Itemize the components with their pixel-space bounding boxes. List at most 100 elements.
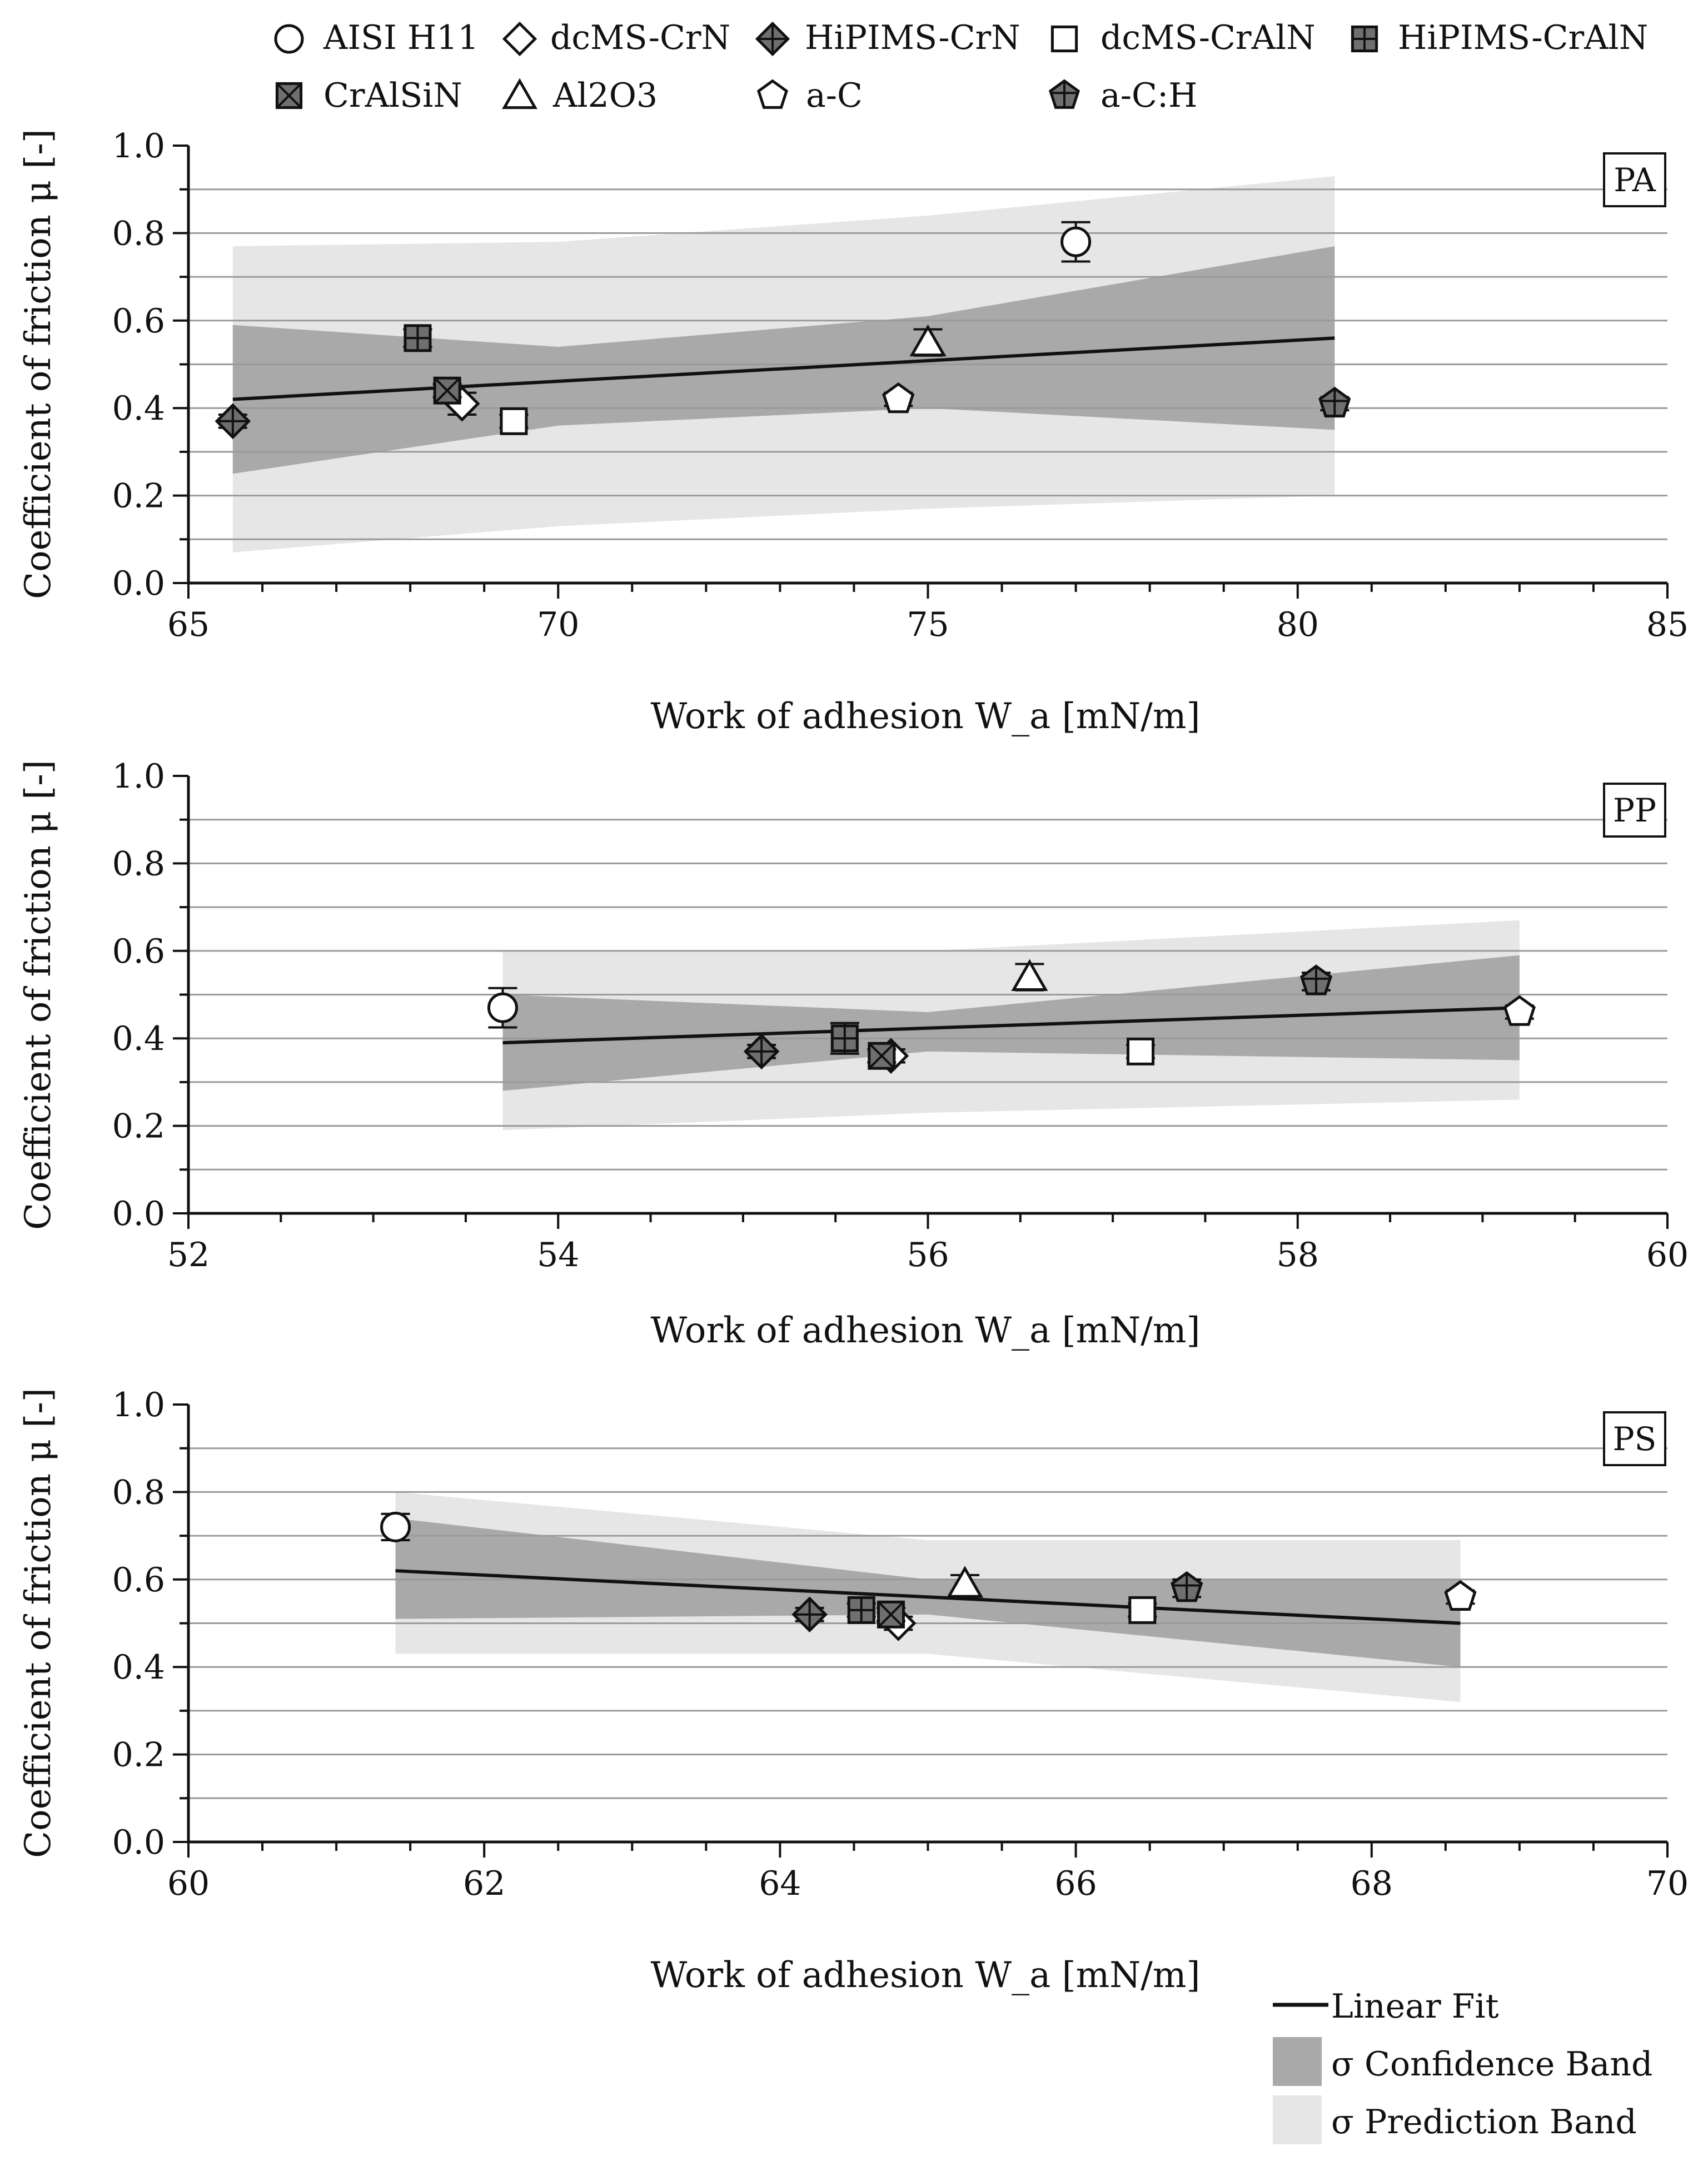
marker-hipims-crn [791,1596,828,1633]
y-tick-label: 1.0 [112,127,165,166]
legend-label-aisi-h11: AISI H11 [323,18,479,57]
panel-label: PP [1613,791,1656,829]
x-axis-label: Work of adhesion W_a [mN/m] [650,1310,1200,1351]
y-axis-label: Coefficient of friction μ [-] [18,1388,59,1858]
marker-dcms-craln [500,407,528,435]
y-tick-label: 0.0 [112,1823,165,1862]
y-tick-label: 0.4 [112,1648,165,1687]
marker-hipims-craln [847,1596,875,1624]
data-point-dcms-craln [1128,1596,1157,1624]
data-point-cralsin [432,376,462,405]
circle-icon-glyph [274,24,304,54]
x-square-icon [275,82,303,109]
x-tick-label: 60 [167,1864,210,1903]
marker-al2o3 [946,1566,984,1598]
panel-tag-ps: PS [1603,1411,1666,1466]
confidence-band-swatch [1273,2037,1322,2086]
x-axis-label: Work of adhesion W_a [mN/m] [650,696,1200,737]
data-point-hipims-craln [846,1596,876,1624]
marker-cralsin [433,376,461,405]
y-tick-label: 0.8 [112,1473,165,1512]
y-tick-label: 0.0 [112,1194,165,1233]
marker-dcms-craln [1127,1037,1155,1065]
marker-aisi-h11 [1060,226,1092,257]
data-point-a-c [1503,995,1536,1026]
y-tick-label: 0.8 [112,214,165,253]
prediction-band-label: σ Prediction Band [1331,2103,1637,2142]
data-point-a-c-h [1318,386,1351,418]
square-icon-glyph [1050,25,1078,53]
legend-item-dcms-craln: dcMS-CrAlN [1050,18,1316,57]
legend-label-a-c-h: a-C:H [1101,76,1198,115]
y-tick-label: 0.6 [112,302,165,341]
data-point-dcms-craln [1126,1037,1156,1065]
chart-panel-ps: 60 62 64 66 68 70 0.0 0.2 0.4 0.6 0.8 1.0 PS Work o… [18,1386,1689,1996]
triangle-icon-glyph [502,78,537,109]
data-point-cralsin [876,1600,905,1629]
x-tick-label: 85 [1646,605,1689,644]
x-tick-label: 60 [1646,1236,1689,1274]
y-tick-label: 0.2 [112,1736,165,1775]
data-point-a-c-h [1171,1571,1203,1602]
legend-label-cralsin: CrAlSiN [323,76,462,115]
plus-square-icon [1351,25,1378,53]
y-tick-label: 0.8 [112,844,165,883]
x-tick-label: 52 [167,1236,210,1274]
data-point-a-c [1444,1580,1477,1611]
marker-a-c [882,382,915,414]
data-point-hipims-crn [215,403,251,440]
legend-item-hipims-craln: HiPIMS-CrAlN [1351,18,1648,57]
y-tick-label: 0.6 [112,932,165,971]
y-tick-label: 0.2 [112,1107,165,1146]
legend-label-a-c: a-C [806,76,863,115]
marker-a-c [1444,1580,1477,1611]
marker-hipims-craln [404,324,432,352]
x-tick-label: 66 [1054,1864,1097,1903]
marker-dcms-craln [1128,1596,1157,1624]
panel-label: PA [1614,161,1656,199]
data-point-a-c [882,382,915,414]
marker-al2o3 [909,324,947,357]
y-tick-label: 0.6 [112,1561,165,1600]
panel-tag-pp: PP [1603,783,1666,838]
marker-aisi-h11 [380,1511,411,1542]
confidence-band [395,1518,1461,1667]
y-tick-label: 0.2 [112,477,165,516]
marker-aisi-h11 [487,992,518,1023]
data-point-al2o3 [1011,959,1048,992]
diamond-icon [502,21,537,57]
legend-item-a-c-h: a-C:H [1048,76,1198,115]
x-tick-label: 65 [167,605,210,644]
x-tick-label: 68 [1351,1864,1393,1903]
legend-label-dcms-craln: dcMS-CrAlN [1101,18,1316,57]
confidence-band-label: σ Confidence Band [1331,2045,1652,2084]
marker-hipims-crn [215,403,251,440]
x-tick-label: 58 [1277,1236,1319,1274]
material-legend: AISI H11 dcMS-CrN HiPIMS-CrN dcMS-CrAlN … [274,18,1648,115]
linear-fit-line [232,336,1335,401]
crossed-diamond-icon [755,21,790,57]
legend-item-cralsin: CrAlSiN [275,76,462,115]
legend-confidence-band: σ Confidence Band [1273,2037,1652,2086]
circle-icon [274,24,304,54]
chart-panel-pa: 65 70 75 80 85 0.0 0.2 0.4 0.6 0.8 1.0 PA Work of … [18,127,1689,737]
x-axis-label: Work of adhesion W_a [mN/m] [650,1955,1200,1996]
pentagon-icon-glyph [756,79,789,109]
data-point-hipims-craln [830,1022,859,1055]
y-tick-label: 1.0 [112,757,165,796]
legend-linear-fit: Linear Fit [1273,1987,1499,2026]
pentagon-icon [756,79,789,109]
y-tick-label: 0.0 [112,564,165,603]
legend-item-a-c: a-C [756,76,863,115]
legend-item-al2o3: Al2O3 [502,76,658,115]
data-point-a-c-h [1299,964,1333,995]
data-point-aisi-h11 [1060,221,1092,263]
x-tick-label: 54 [537,1236,579,1274]
marker-a-c [1503,995,1536,1026]
marker-hipims-crn [743,1033,780,1070]
y-tick-label: 1.0 [112,1386,165,1425]
panel-tag-pa: PA [1603,152,1666,207]
prediction-band-swatch [1273,2095,1322,2144]
fit-legend: Linear Fit σ Confidence Band σ Predictio… [1273,1987,1652,2144]
